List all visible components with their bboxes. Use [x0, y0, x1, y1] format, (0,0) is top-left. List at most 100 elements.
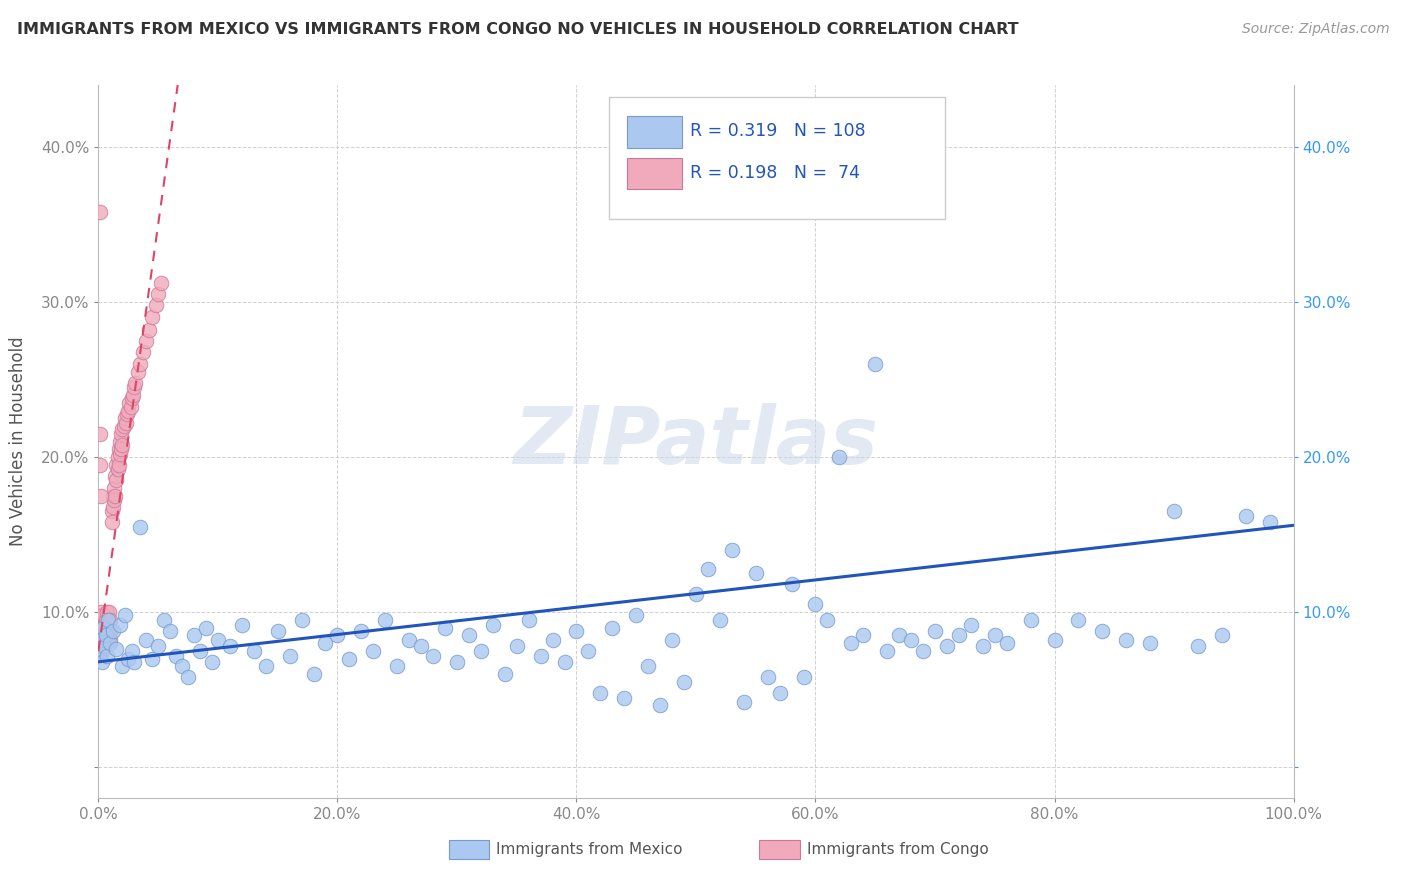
Point: [90, 633, 112, 648]
Point: [756, 670, 779, 684]
Point: [93, 628, 115, 642]
Point: [385, 659, 409, 673]
Point: [96, 605, 118, 619]
Point: [141, 310, 163, 325]
Point: [103, 493, 125, 508]
Point: [101, 500, 124, 514]
Point: [793, 670, 815, 684]
Point: [984, 628, 1007, 642]
Point: [100, 504, 122, 518]
Text: Source: ZipAtlas.com: Source: ZipAtlas.com: [1241, 22, 1389, 37]
Point: [1187, 640, 1209, 654]
Point: [1211, 628, 1233, 642]
Point: [780, 577, 803, 591]
Point: [91, 633, 114, 648]
Point: [94, 628, 117, 642]
Point: [149, 277, 172, 291]
Point: [768, 686, 790, 700]
Point: [127, 365, 149, 379]
Point: [111, 422, 134, 436]
Point: [506, 640, 529, 654]
Point: [302, 667, 325, 681]
Point: [90, 489, 112, 503]
Point: [96, 621, 118, 635]
Point: [1139, 636, 1161, 650]
Point: [165, 648, 187, 663]
Y-axis label: No Vehicles in Household: No Vehicles in Household: [8, 336, 27, 547]
Point: [108, 617, 131, 632]
Point: [108, 447, 131, 461]
Point: [231, 617, 253, 632]
Point: [112, 419, 135, 434]
Point: [876, 644, 898, 658]
Text: R = 0.198   N =  74: R = 0.198 N = 74: [690, 163, 860, 181]
Point: [1019, 613, 1042, 627]
Point: [195, 621, 218, 635]
Point: [815, 613, 838, 627]
Point: [243, 644, 266, 658]
Point: [114, 411, 136, 425]
Point: [278, 648, 301, 663]
Point: [267, 624, 290, 638]
Point: [91, 644, 114, 658]
Point: [709, 613, 731, 627]
Point: [96, 633, 118, 648]
Text: IMMIGRANTS FROM MEXICO VS IMMIGRANTS FROM CONGO NO VEHICLES IN HOUSEHOLD CORRELA: IMMIGRANTS FROM MEXICO VS IMMIGRANTS FRO…: [17, 22, 1018, 37]
Point: [89, 617, 111, 632]
Point: [1067, 613, 1090, 627]
Point: [434, 621, 457, 635]
Point: [422, 648, 444, 663]
Point: [602, 621, 624, 635]
Point: [183, 628, 205, 642]
Point: [105, 473, 128, 487]
Point: [114, 608, 136, 623]
Point: [111, 659, 134, 673]
Point: [411, 640, 433, 654]
Point: [89, 624, 111, 638]
Point: [1258, 515, 1281, 529]
Point: [374, 613, 396, 627]
Point: [911, 644, 934, 658]
Point: [924, 624, 946, 638]
Point: [995, 636, 1018, 650]
Point: [97, 633, 120, 648]
Point: [122, 388, 145, 402]
FancyBboxPatch shape: [449, 840, 489, 859]
FancyBboxPatch shape: [627, 116, 682, 147]
Point: [135, 633, 157, 648]
Point: [90, 613, 112, 627]
Point: [733, 695, 755, 709]
FancyBboxPatch shape: [759, 840, 800, 859]
Point: [98, 624, 122, 638]
Point: [745, 566, 768, 581]
Point: [91, 608, 114, 623]
Point: [804, 598, 827, 612]
Point: [107, 450, 129, 464]
Point: [89, 644, 111, 658]
Point: [446, 655, 468, 669]
Point: [458, 628, 481, 642]
Point: [661, 633, 683, 648]
Point: [315, 636, 337, 650]
Point: [91, 655, 114, 669]
Point: [481, 617, 505, 632]
Point: [494, 667, 516, 681]
Point: [110, 426, 132, 441]
Point: [936, 640, 959, 654]
Point: [470, 644, 492, 658]
Point: [98, 636, 122, 650]
Point: [124, 380, 146, 394]
FancyBboxPatch shape: [609, 97, 945, 219]
Point: [865, 357, 887, 371]
Point: [1091, 624, 1114, 638]
Point: [141, 651, 163, 665]
Point: [107, 462, 129, 476]
Point: [98, 613, 122, 627]
Text: Immigrants from Mexico: Immigrants from Mexico: [496, 841, 683, 856]
Point: [115, 407, 138, 421]
Point: [1163, 504, 1185, 518]
Point: [108, 434, 131, 449]
Point: [363, 644, 385, 658]
Point: [841, 636, 863, 650]
Point: [101, 489, 124, 503]
